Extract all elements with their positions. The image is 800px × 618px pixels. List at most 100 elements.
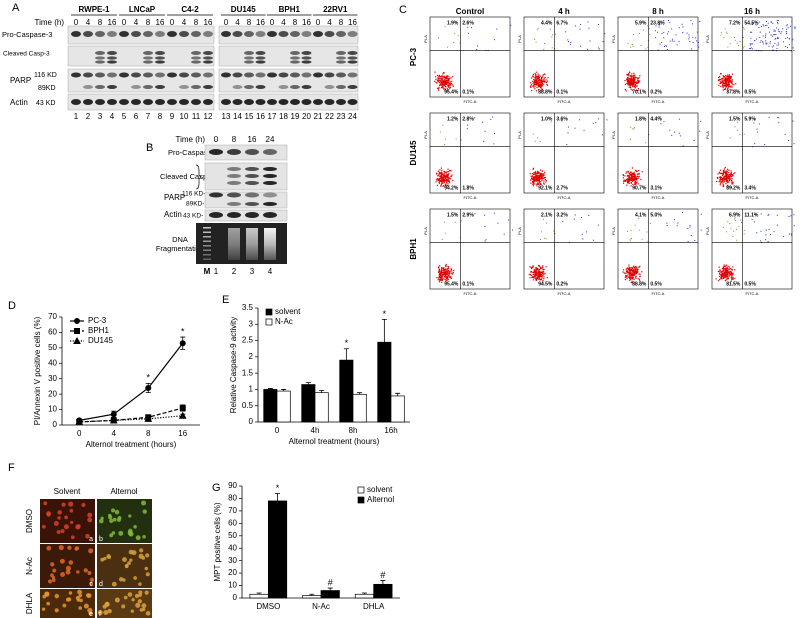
event: [535, 74, 536, 75]
band: [107, 85, 117, 89]
event: [633, 75, 634, 76]
event: [719, 83, 720, 84]
band: [233, 85, 243, 89]
event: [785, 46, 786, 47]
event: [628, 80, 629, 81]
event: [734, 218, 735, 219]
axis-label: FITC-A: [464, 99, 477, 104]
event: [579, 119, 580, 120]
event: [677, 223, 678, 224]
event: [727, 33, 728, 34]
x-tick-label: DHLA: [363, 602, 385, 611]
event: [442, 268, 443, 269]
event: [486, 239, 487, 240]
cell: [70, 521, 73, 524]
band: [290, 51, 300, 55]
event: [721, 32, 722, 33]
event: [530, 173, 531, 174]
flow-plot: 1.5%5.9%89.2%3.4%FITC-API-A: [705, 113, 794, 200]
y-tick-label: 30: [228, 556, 237, 565]
event: [444, 182, 445, 183]
event: [442, 278, 443, 279]
event: [438, 279, 439, 280]
event: [726, 231, 727, 232]
significance: *: [345, 338, 349, 348]
event: [582, 234, 583, 235]
event: [671, 28, 672, 29]
event: [437, 77, 438, 78]
cell: [112, 582, 117, 587]
event: [728, 176, 729, 177]
event: [625, 84, 626, 85]
event: [587, 49, 588, 50]
event: [636, 177, 637, 178]
event: [758, 27, 759, 28]
time-tick: 16: [248, 135, 257, 144]
event: [593, 123, 594, 124]
event: [532, 81, 533, 82]
event: [440, 131, 441, 132]
event: [536, 72, 537, 73]
event: [720, 35, 721, 36]
event: [720, 81, 721, 82]
event: [719, 279, 720, 280]
quadrant-value: 6.7%: [556, 20, 568, 26]
event: [595, 122, 596, 123]
axis-label: FITC-A: [746, 99, 759, 104]
cell: [131, 550, 136, 555]
event: [442, 73, 443, 74]
event: [635, 84, 636, 85]
legend-label: PC-3: [88, 316, 107, 325]
event: [439, 173, 440, 174]
event: [636, 171, 637, 172]
event: [538, 86, 539, 87]
axis-label: PI-A: [705, 35, 710, 43]
event: [568, 41, 569, 42]
event: [636, 85, 637, 86]
size-marker: 43 KD-: [183, 213, 203, 220]
event: [624, 179, 625, 180]
event: [640, 276, 641, 277]
event: [631, 230, 632, 231]
band: [233, 31, 243, 37]
event: [741, 222, 742, 223]
event: [544, 74, 545, 75]
lane-number: 4: [110, 112, 115, 121]
cell: [71, 535, 75, 539]
event: [763, 43, 764, 44]
lane-number: 10: [180, 112, 189, 121]
event: [632, 85, 633, 86]
event: [536, 179, 537, 180]
event: [793, 214, 794, 215]
event: [540, 279, 541, 280]
event: [723, 37, 724, 38]
event: [727, 77, 728, 78]
column-label: 4 h: [558, 7, 570, 16]
event: [451, 174, 452, 175]
event: [443, 72, 444, 73]
event: [718, 80, 719, 81]
band: [302, 73, 312, 78]
band: [143, 31, 153, 37]
event: [631, 270, 632, 271]
row-label: BPH1: [409, 238, 418, 260]
event: [550, 29, 551, 30]
event: [637, 267, 638, 268]
event: [448, 85, 449, 86]
event: [631, 273, 632, 274]
event: [690, 20, 691, 21]
event: [719, 274, 720, 275]
event: [718, 173, 719, 174]
event: [686, 33, 687, 34]
event: [731, 83, 732, 84]
event: [768, 215, 769, 216]
event: [726, 173, 727, 174]
event: [441, 175, 442, 176]
event: [729, 74, 730, 75]
event: [721, 278, 722, 279]
event: [729, 178, 730, 179]
event: [625, 181, 626, 182]
band: [256, 56, 266, 59]
event: [777, 20, 778, 21]
ladder-band: [203, 232, 211, 234]
